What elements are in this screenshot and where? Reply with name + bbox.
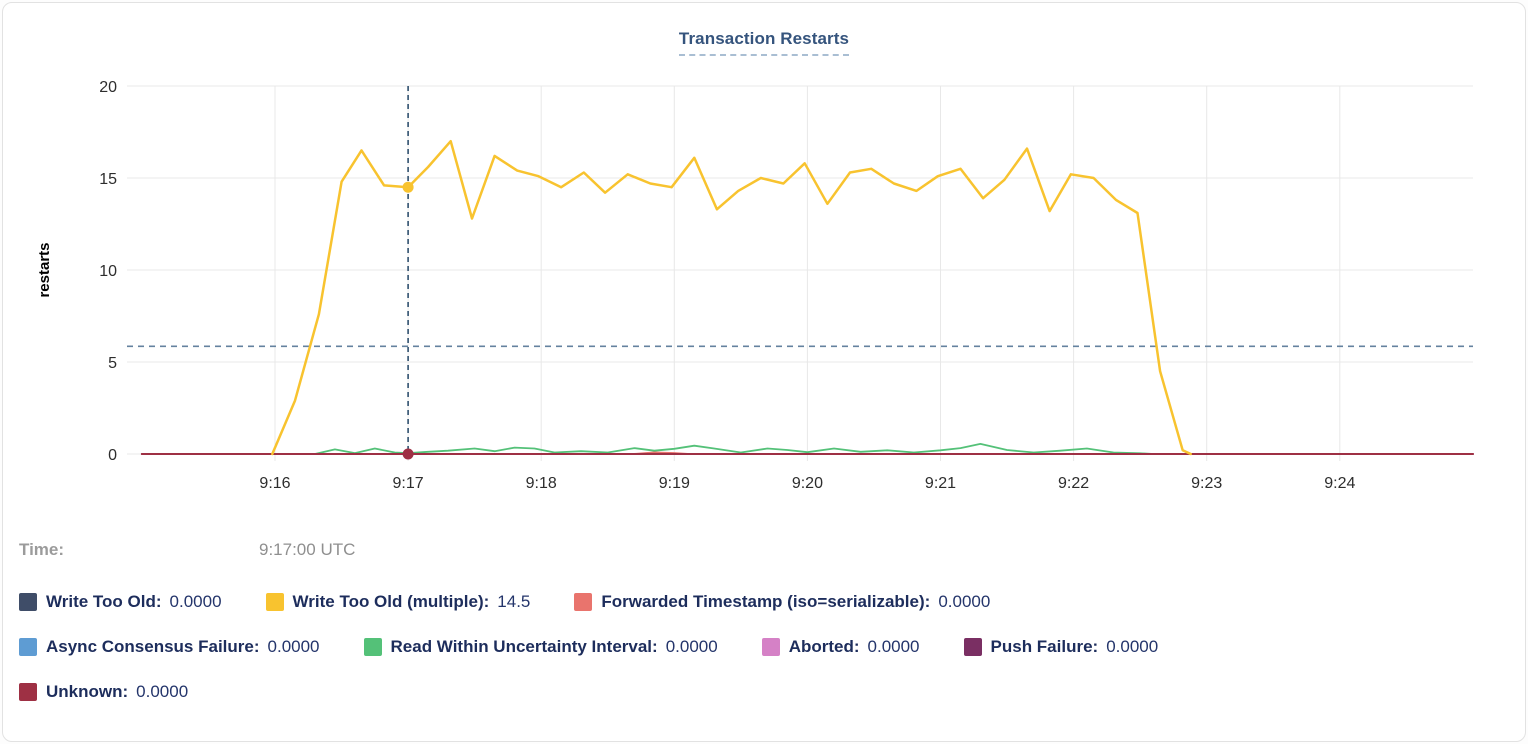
y-axis-label: restarts (36, 242, 53, 297)
legend-value: 0.0000 (169, 592, 222, 611)
x-tick-label: 9:20 (792, 475, 823, 492)
series-line-read-within-uncertainty-interval (313, 442, 1155, 455)
y-tick-label: 15 (99, 171, 117, 188)
transaction-restarts-chart[interactable]: 0 5 10 15 20 9:16 9:17 9:18 9:19 9:20 9:21 9:22 9:23… (3, 3, 1528, 515)
legend-item-read-within-uncertainty-interval: Read Within Uncertainty Interval: 0.0000 (363, 637, 718, 657)
legend-swatch-icon (363, 638, 382, 656)
legend-swatch-icon (19, 638, 37, 656)
legend-item-unknown: Unknown: 0.0000 (19, 682, 188, 702)
legend-item-push-failure: Push Failure: 0.0000 (963, 637, 1159, 657)
x-tick-label: 9:24 (1324, 475, 1355, 492)
legend-item-write-too-old: Write Too Old: 0.0000 (19, 592, 222, 612)
legend-label: Push Failure: (990, 637, 1099, 656)
x-tick-label: 9:21 (925, 475, 956, 492)
y-tick-label: 0 (108, 447, 117, 464)
chart-title: Transaction Restarts (678, 29, 850, 56)
legend-swatch-icon (574, 593, 593, 611)
legend-swatch-icon (19, 683, 37, 701)
time-value: 9:17:00 UTC (259, 540, 356, 559)
legend-row-1: Write Too Old: 0.0000 Write Too Old (multi… (19, 592, 990, 612)
legend-value: 0.0000 (267, 637, 320, 656)
legend-swatch-icon (19, 593, 37, 611)
legend-item-aborted: Aborted: 0.0000 (761, 637, 920, 657)
legend-label: Forwarded Timestamp (iso=serializable): (601, 592, 931, 611)
legend-swatch-icon (963, 638, 982, 656)
series-line-write-too-old-multiple (271, 139, 1192, 456)
legend-label: Aborted: (788, 637, 860, 656)
legend-swatch-icon (265, 593, 284, 611)
legend-label: Unknown: (46, 682, 129, 701)
legend-label: Write Too Old: (46, 592, 162, 611)
legend-swatch-icon (761, 638, 780, 656)
y-tick-label: 5 (108, 355, 117, 372)
legend-label: Async Consensus Failure: (46, 637, 260, 656)
legend-value: 0.0000 (867, 637, 920, 656)
legend-row-2: Async Consensus Failure: 0.0000 Read Withi… (19, 637, 1158, 657)
legend-item-async-consensus-failure: Async Consensus Failure: 0.0000 (19, 637, 320, 657)
x-tick-label: 9:23 (1191, 475, 1222, 492)
legend-value: 0.0000 (665, 637, 718, 656)
y-tick-label: 10 (99, 263, 117, 280)
legend-value: 0.0000 (938, 592, 991, 611)
hover-dot-write-too-old-multiple (402, 181, 414, 193)
x-tick-label: 9:18 (526, 475, 557, 492)
chart-title-wrap: Transaction Restarts (3, 29, 1525, 56)
legend-value: 0.0000 (1106, 637, 1159, 656)
x-tick-label: 9:22 (1058, 475, 1089, 492)
x-tick-label: 9:16 (259, 475, 290, 492)
x-tick-label: 9:17 (393, 475, 424, 492)
legend-row-3: Unknown: 0.0000 (19, 682, 188, 702)
hover-dot-unknown (402, 448, 414, 460)
legend-value: 14.5 (497, 592, 531, 611)
legend-item-write-too-old-multiple: Write Too Old (multiple): 14.5 (265, 592, 531, 612)
x-tick-label: 9:19 (659, 475, 690, 492)
legend-value: 0.0000 (136, 682, 189, 701)
legend-label: Write Too Old (multiple): (292, 592, 490, 611)
y-tick-label: 20 (99, 79, 117, 96)
legend-item-forwarded-timestamp-iso-serializable: Forwarded Timestamp (iso=serializable): 0… (574, 592, 990, 612)
legend-label: Read Within Uncertainty Interval: (390, 637, 658, 656)
time-label: Time: (19, 540, 65, 559)
